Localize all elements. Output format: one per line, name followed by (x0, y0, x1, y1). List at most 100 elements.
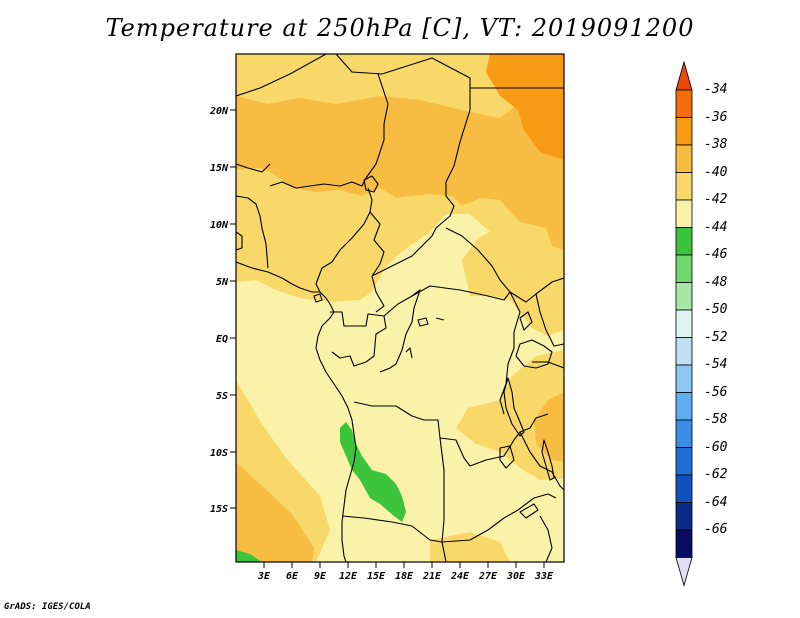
colorbar-cell-15 (675, 474, 693, 503)
border-burkina-benin (236, 195, 269, 269)
lon-label-18e: 18E (395, 571, 414, 582)
colorbar-label-6: -46 (704, 247, 728, 262)
lat-label-15s: 15S (210, 504, 228, 515)
lon-label-3e: 3E (257, 571, 271, 582)
colorbar-cell-13 (675, 419, 693, 448)
colorbar-label-16: -66 (704, 522, 728, 537)
lake-small-1 (417, 317, 429, 327)
lake-mweru (499, 445, 515, 469)
lon-label-27e: 27E (478, 571, 498, 582)
colorbar-label-9: -52 (704, 330, 728, 345)
border-car-drc (411, 285, 511, 301)
colorbar-cell-11 (675, 364, 693, 393)
lake-volta (236, 231, 243, 251)
colorbar-cell-16 (675, 502, 693, 531)
colorbar-label-1: -36 (704, 110, 728, 125)
island-bioko (313, 293, 323, 303)
colorbar-label-11: -56 (704, 385, 728, 400)
lon-axis (263, 562, 545, 568)
colorbar-label-2: -38 (704, 137, 728, 152)
border-angola-namibia (341, 515, 443, 543)
lat-label-5n: 5N (216, 277, 229, 288)
lake-kariba (519, 503, 539, 519)
border-drc-zambia (469, 413, 549, 467)
colorbar-cell-9 (675, 309, 693, 338)
lat-axis (230, 109, 236, 509)
colorbar-cell-1 (675, 89, 693, 118)
lon-label-9e: 9E (314, 571, 327, 582)
border-malawi (519, 431, 564, 491)
lat-label-10s: 10S (210, 448, 228, 459)
colorbar: -34 -36 -38 -40 -42 -44 -46 -48 -50 -52 … (675, 60, 728, 587)
lake-victoria (515, 339, 553, 369)
field-band-east (456, 350, 564, 480)
colorbar-cell-3 (675, 144, 693, 173)
colorbar-label-13: -60 (704, 440, 728, 455)
border-gabon (330, 311, 387, 367)
colorbar-label-8: -50 (704, 302, 728, 317)
lon-labels: 3E 6E 9E 12E 15E 18E 21E 24E 27E 30E 33E (257, 571, 554, 582)
lake-small-3 (405, 347, 413, 359)
lon-label-12e: 12E (339, 571, 358, 582)
colorbar-label-0: -34 (704, 82, 727, 97)
field-band-north-warm (236, 92, 564, 250)
lon-label-6e: 6E (286, 571, 299, 582)
grads-credit: GrADS: IGES/COLA (4, 602, 91, 612)
colorbar-cell-17 (675, 529, 693, 558)
colorbar-cell-5 (675, 199, 693, 228)
border-chad-car (371, 235, 433, 277)
field-band-southwest-warm (236, 462, 314, 562)
country-borders (236, 54, 564, 562)
colorbar-cells (675, 60, 693, 587)
border-botswana (441, 541, 447, 562)
border-congo-drc (379, 289, 421, 373)
lat-label-20n: 20N (209, 106, 229, 117)
lat-labels: 20N 15N 10N 5N EQ 5S 10S 15S (209, 106, 229, 515)
border-algeria-niger (236, 54, 327, 97)
lon-label-24e: 24E (450, 571, 470, 582)
colorbar-cell-7 (675, 254, 693, 283)
lake-malawi (541, 439, 555, 481)
lat-label-10n: 10N (210, 220, 229, 231)
lon-label-33e: 33E (534, 571, 554, 582)
map-title: Temperature at 250hPa [C], VT: 201909120… (105, 14, 695, 42)
map-panel (236, 54, 564, 562)
lake-chad (363, 175, 379, 193)
field-band-east-warm (534, 392, 564, 462)
colorbar-cell-top-arrow (675, 60, 693, 91)
colorbar-label-12: -58 (704, 412, 728, 427)
colorbar-label-14: -62 (704, 467, 728, 482)
border-niger-nigeria (269, 177, 367, 189)
lat-label-15n: 15N (210, 163, 229, 174)
colorbar-cell-14 (675, 447, 693, 476)
border-cameroon-car (371, 275, 385, 313)
border-chad-cameroon (369, 211, 385, 277)
colorbar-label-7: -48 (704, 275, 728, 290)
lon-label-30e: 30E (506, 571, 526, 582)
border-nigeria-cameroon (315, 187, 373, 293)
lat-label-eq: EQ (216, 334, 228, 345)
colorbar-cell-2 (675, 117, 693, 146)
field-cold-patch-angola (340, 422, 406, 522)
border-mali-niger (236, 163, 271, 173)
border-angola-zambia (439, 437, 445, 543)
lat-label-5s: 5S (216, 391, 228, 402)
map-frame (235, 53, 565, 563)
lon-label-15e: 15E (367, 571, 386, 582)
border-uganda-kenya (535, 293, 564, 347)
border-zambia-zimbabwe (441, 493, 557, 543)
colorbar-cell-6 (675, 227, 693, 256)
field-patch-south (430, 532, 510, 562)
colorbar-cell-8 (675, 282, 693, 311)
colorbar-label-4: -42 (704, 192, 728, 207)
border-niger-libya (335, 54, 471, 110)
lake-small-2 (435, 317, 445, 321)
colorbar-label-3: -40 (704, 165, 728, 180)
colorbar-label-15: -64 (704, 495, 727, 510)
border-libya-chad (365, 73, 389, 179)
border-chad-sudan (431, 109, 471, 237)
colorbar-cell-4 (675, 172, 693, 201)
colorbar-cell-bottom-arrow (675, 557, 693, 587)
field-band-northeast-hot (486, 54, 564, 160)
